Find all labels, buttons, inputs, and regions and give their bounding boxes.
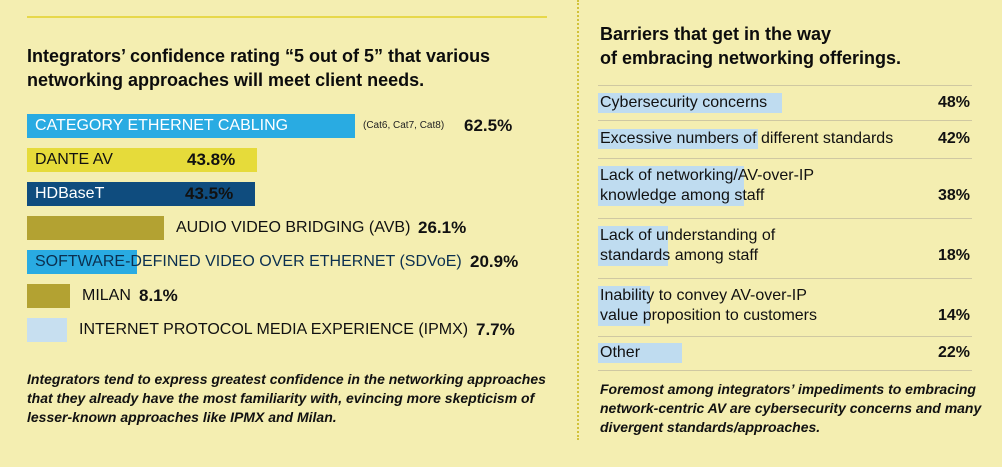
barrier-value: 38% [937, 187, 970, 204]
bar-value-label: 62.5% [464, 116, 513, 135]
bar-category-label: INTERNET PROTOCOL MEDIA EXPERIENCE (IPMX… [79, 321, 469, 338]
confidence-chart-title: Integrators’ confidence rating “5 out of… [27, 46, 491, 90]
barriers-title-line-1: Barriers that get in the way [600, 24, 832, 44]
panel-divider [577, 0, 579, 440]
barrier-highlight-bar [598, 166, 744, 206]
bar-value-label: 43.5% [185, 184, 234, 203]
top-rule [27, 16, 547, 18]
bar-value-label: 20.9% [470, 252, 519, 271]
barriers-title-line-2: of embracing networking offerings. [600, 48, 902, 68]
barrier-value: 14% [937, 307, 970, 324]
barrier-label: standards among staff [600, 247, 759, 264]
barrier-label: Cybersecurity concerns [600, 94, 768, 111]
bar-row: HDBaseT 43.5% [27, 182, 587, 206]
bar-category-label: CATEGORY ETHERNET CABLING [35, 117, 289, 134]
barrier-row: Other 22% [598, 336, 972, 371]
barrier-value: 42% [937, 130, 970, 147]
bar-row: SOFTWARE-DEFINED VIDEO OVER ETHERNET (SD… [27, 250, 587, 274]
barrier-label: Other [600, 344, 641, 361]
bar-value-label: 43.8% [187, 150, 236, 169]
bar-row: CATEGORY ETHERNET CABLING 62.5% (Cat6, Cat… [27, 114, 587, 138]
bar-category-label: MILAN [82, 287, 131, 304]
barrier-value: 48% [937, 94, 970, 111]
bar [27, 216, 164, 240]
barrier-value: 18% [937, 247, 970, 264]
bar [27, 250, 137, 274]
barrier-row: Inability to convey AV-over-IP value prop… [598, 278, 972, 337]
bar-value-label: 7.7% [476, 320, 515, 339]
barrier-label: Inability to convey AV-over-IP [600, 287, 807, 304]
bar-row: DANTE AV 43.8% [27, 148, 587, 172]
barrier-label: value proposition to customers [600, 307, 817, 324]
bar-category-label: AUDIO VIDEO BRIDGING (AVB) [176, 219, 411, 236]
bar-category-note: (Cat6, Cat7, Cat8) [363, 120, 445, 131]
bar-row: AUDIO VIDEO BRIDGING (AVB) 26.1% [27, 216, 587, 240]
barrier-highlight-bar [598, 343, 682, 363]
barrier-row: Cybersecurity concerns 48% [598, 86, 972, 121]
bar-row: MILAN 8.1% [27, 284, 587, 308]
barriers-title: Barriers that get in the way of embracin… [600, 22, 980, 70]
barriers-caption: Foremost among integrators’ impediments … [600, 381, 982, 435]
barrier-label: knowledge among staff [600, 187, 765, 204]
bar [27, 318, 67, 342]
barrier-value: 22% [937, 344, 970, 361]
barriers-table-top-border [598, 85, 972, 86]
barrier-row: Excessive numbers of different standards… [598, 120, 972, 159]
confidence-chart-caption: Integrators tend to express greatest con… [27, 371, 546, 425]
barrier-label: Lack of understanding of [600, 227, 776, 244]
bar-value-label: 8.1% [139, 286, 178, 305]
barrier-highlight-bar [598, 129, 758, 149]
bar-row: INTERNET PROTOCOL MEDIA EXPERIENCE (IPMX… [27, 318, 587, 342]
barrier-highlight-bar [598, 286, 650, 326]
bar-category-label: DANTE AV [35, 151, 113, 168]
bar [27, 284, 70, 308]
bar-category-label: HDBaseT [35, 185, 105, 202]
bar [27, 114, 355, 138]
barrier-highlight-bar [598, 93, 782, 113]
barrier-label: Lack of networking/AV-over-IP [600, 167, 815, 184]
bar [27, 182, 255, 206]
bar [27, 148, 257, 172]
bar-value-label: 26.1% [418, 218, 467, 237]
barrier-row: Lack of understanding of standards among … [598, 218, 972, 279]
barrier-label: Excessive numbers of different standards [600, 130, 894, 147]
barrier-row: Lack of networking/AV-over-IP knowledge a… [598, 158, 972, 219]
barrier-highlight-bar [598, 226, 668, 266]
bar-category-label: SOFTWARE-DEFINED VIDEO OVER ETHERNET (SD… [35, 253, 462, 270]
